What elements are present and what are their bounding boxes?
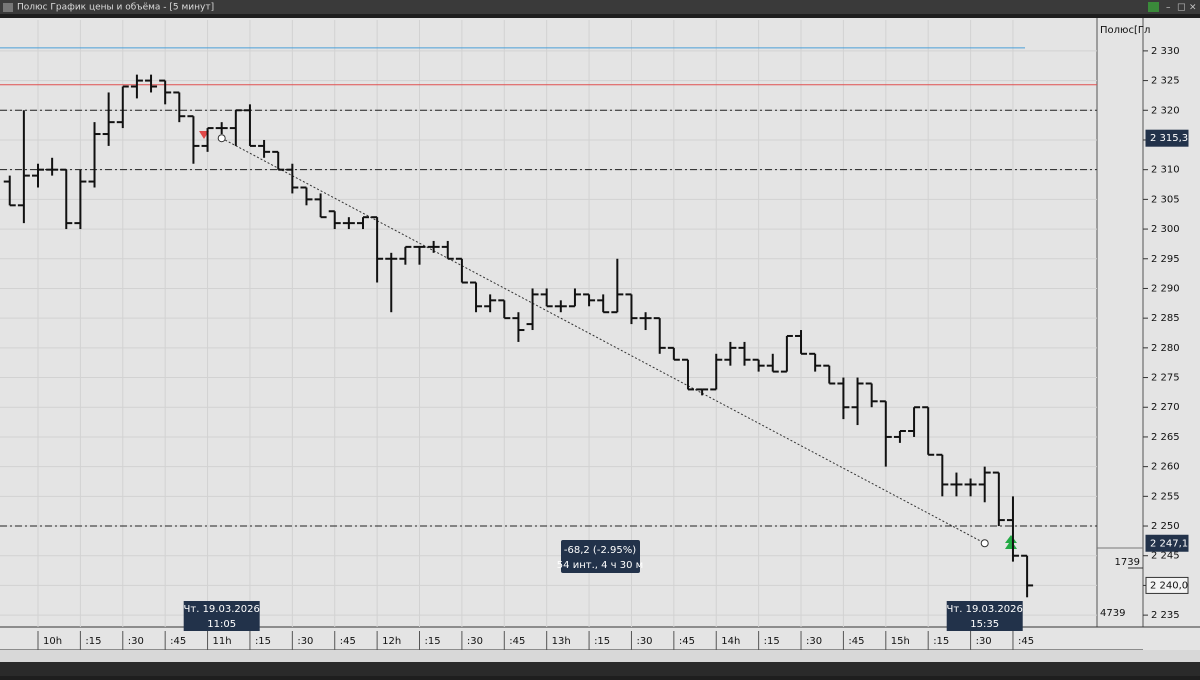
y-tick-label: 2 245 [1151, 551, 1180, 562]
y-tick-label: 2 320 [1151, 105, 1180, 116]
y-tick-label: 2 325 [1151, 76, 1180, 87]
x-tick-label: 11h [213, 636, 232, 647]
x-tick-label: :45 [848, 636, 864, 647]
x-tick-label: :45 [509, 636, 525, 647]
y-tick-label: 2 290 [1151, 283, 1180, 294]
y-tick-label: 2 260 [1151, 462, 1180, 473]
y-tick-label: 2 255 [1151, 491, 1180, 502]
price-box-label: 2 247,1 [1150, 538, 1188, 549]
x-tick-label: :45 [1018, 636, 1034, 647]
time-label: 11:05 [207, 619, 236, 630]
x-tick-label: :30 [806, 636, 822, 647]
axis-header: Полюс[Гл [1100, 25, 1150, 36]
x-tick-label: :15 [255, 636, 271, 647]
price-box-label: 2 315,3 [1150, 133, 1188, 144]
x-tick-label: :15 [594, 636, 610, 647]
status-icon [1148, 2, 1159, 12]
x-tick-label: :15 [85, 636, 101, 647]
x-tick-label: 14h [721, 636, 740, 647]
x-tick-label: :45 [340, 636, 356, 647]
x-tick-label: :15 [764, 636, 780, 647]
trend-anchor [980, 539, 989, 548]
y-tick-label: 2 275 [1151, 373, 1180, 384]
window-icon [3, 3, 13, 12]
minimize-button[interactable]: – [1166, 3, 1171, 13]
volume-label: 1739 [1115, 557, 1140, 568]
volume-label: 4739 [1100, 608, 1125, 619]
y-tick-label: 2 305 [1151, 194, 1180, 205]
y-tick-label: 2 310 [1151, 165, 1180, 176]
x-tick-label: :30 [467, 636, 483, 647]
measure-box [561, 540, 640, 573]
measure-change: -68,2 (-2.95%) [564, 545, 636, 556]
price-box [1145, 129, 1189, 147]
x-tick-label: :45 [170, 636, 186, 647]
x-tick-label: :30 [128, 636, 144, 647]
y-tick-label: 2 285 [1151, 313, 1180, 324]
y-tick-label: 2 280 [1151, 343, 1180, 354]
y-tick-label: 2 295 [1151, 254, 1180, 265]
scroll-strip[interactable] [0, 650, 1200, 662]
price-box [1145, 576, 1189, 594]
y-tick-label: 2 265 [1151, 432, 1180, 443]
x-tick-label: :30 [636, 636, 652, 647]
y-tick-label: 2 300 [1151, 224, 1180, 235]
sell-marker [199, 131, 209, 139]
date-label: Чт. 19.03.2026 [184, 604, 260, 615]
y-tick-label: 2 250 [1151, 521, 1180, 532]
x-tick-label: :30 [297, 636, 313, 647]
buy-marker [1005, 535, 1017, 549]
price-box-label: 2 240,0 [1150, 580, 1188, 591]
x-tick-label: 13h [552, 636, 571, 647]
window-title: Полюс График цены и объёма - [5 минут] [17, 3, 214, 13]
y-tick-label: 2 330 [1151, 46, 1180, 57]
trend-anchor [217, 134, 226, 143]
close-button[interactable]: × [1189, 3, 1197, 13]
x-tick-label: :30 [976, 636, 992, 647]
date-label: Чт. 19.03.2026 [947, 604, 1023, 615]
y-tick-label: 2 270 [1151, 402, 1180, 413]
x-tick-label: :15 [425, 636, 441, 647]
maximize-button[interactable]: □ [1177, 3, 1186, 13]
date-box [946, 601, 1023, 631]
y-tick-label: 2 235 [1151, 610, 1180, 621]
x-tick-label: :45 [679, 636, 695, 647]
x-tick-label: 15h [891, 636, 910, 647]
measure-span: 54 инт., 4 ч 30 м [557, 560, 643, 571]
status-strip [0, 662, 1200, 676]
title-bar [0, 0, 1200, 14]
date-box [183, 601, 260, 631]
x-tick-label: :15 [933, 636, 949, 647]
time-label: 15:35 [970, 619, 999, 630]
x-tick-label: 10h [43, 636, 62, 647]
price-box [1145, 534, 1189, 552]
x-tick-label: 12h [382, 636, 401, 647]
